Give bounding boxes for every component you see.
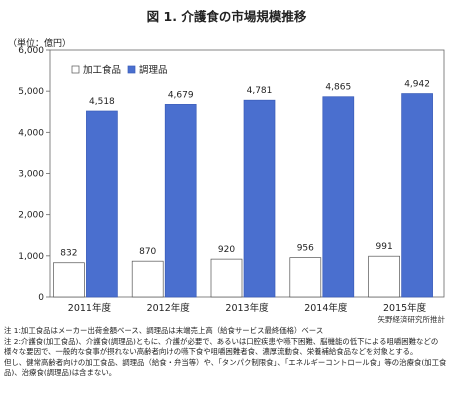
unit-label: （単位：億円） [8, 39, 72, 49]
data-label: 4,942 [404, 80, 430, 90]
chart-title: 図 1. 介護食の市場規模推移 [146, 9, 307, 24]
bar-processed-food [131, 260, 164, 298]
footnote: 注 1:加工食品はメーカー出荷金額ベース、調理品は末端売上高（給食サービス最終価… [4, 326, 324, 335]
y-axis: 0 1,000 2,000 3,000 4,000 5,000 6,000 [18, 46, 50, 303]
y-tick-label: 6,000 [18, 46, 44, 56]
data-label: 4,518 [89, 97, 115, 107]
y-tick-label: 2,000 [18, 211, 44, 221]
bars [53, 93, 433, 298]
legend-label: 加工食品 [83, 64, 121, 76]
y-tick-label: 3,000 [18, 170, 44, 180]
footnote: 但し、健常高齢者向けの加工食品、調理品（給食・弁当等）や、「タンパク制限食」、「… [4, 357, 447, 378]
x-category-label: 2013年度 [225, 302, 269, 314]
bar-chart: 0 1,000 2,000 3,000 4,000 5,000 6,000 832 4,518… [18, 46, 445, 314]
category-labels: 2011年度 2012年度 2013年度 2014年度 2015年度 [68, 302, 427, 314]
data-label: 832 [60, 249, 77, 259]
legend: 加工食品 調理品 [71, 64, 168, 76]
data-label: 4,781 [247, 86, 273, 96]
y-tick-label: 1,000 [18, 252, 44, 262]
bar-cooked-food [86, 110, 118, 298]
y-tick-label: 0 [38, 293, 44, 303]
bar-cooked-food [401, 93, 433, 298]
legend-swatch [71, 65, 80, 74]
legend-label: 調理品 [139, 64, 168, 76]
bar-cooked-food [164, 104, 197, 298]
source-credit: 矢野経済研究所推計 [377, 315, 446, 324]
footnotes: 注 1:加工食品はメーカー出荷金額ベース、調理品は末端売上高（給食サービス最終価… [4, 326, 450, 379]
bar-processed-food [210, 258, 243, 298]
y-tick-label: 4,000 [18, 128, 44, 138]
bar-processed-food [368, 255, 400, 298]
data-label: 4,679 [168, 90, 194, 100]
y-tick-label: 5,000 [18, 87, 44, 97]
bar-processed-food [53, 262, 85, 298]
legend-swatch [127, 65, 136, 74]
data-label: 991 [376, 242, 393, 252]
bar-cooked-food [322, 96, 355, 298]
data-label: 4,865 [325, 83, 351, 93]
data-label: 956 [297, 244, 314, 254]
data-label: 920 [218, 245, 235, 255]
footnote: 注 2:介護食(加工食品)、介護食(調理品)ともに、介護が必要で、あるいは口腔疾… [4, 336, 439, 357]
data-labels: 832 4,518 870 4,679 920 4,781 956 4,865 991 4,942 [60, 80, 430, 259]
data-label: 870 [139, 247, 156, 257]
x-category-label: 2015年度 [383, 302, 427, 314]
bar-processed-food [289, 257, 322, 298]
x-category-label: 2011年度 [68, 302, 112, 314]
x-category-label: 2014年度 [304, 302, 348, 314]
bar-cooked-food [243, 99, 276, 298]
x-category-label: 2012年度 [147, 302, 191, 314]
